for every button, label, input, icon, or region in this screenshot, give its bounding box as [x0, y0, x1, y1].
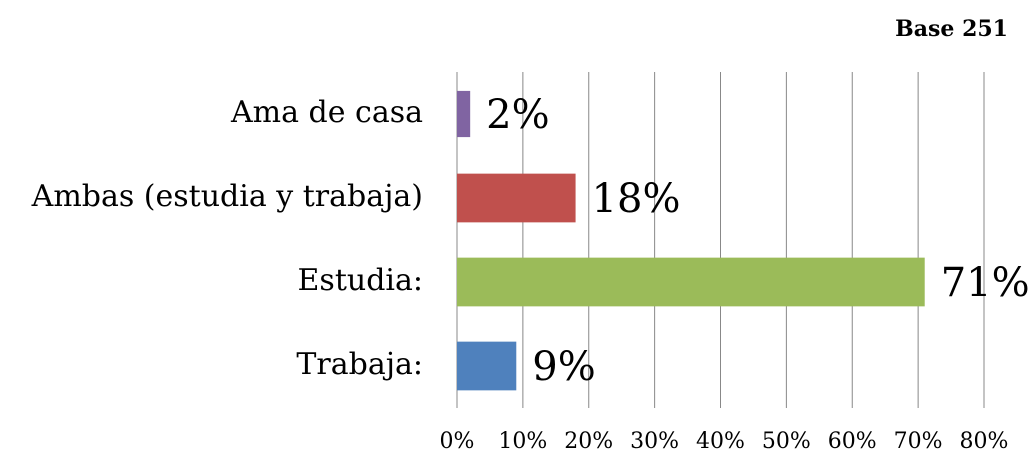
x-tick-label: 60% [828, 429, 877, 454]
y-tick-label: Ambas (estudia y trabaja) [31, 179, 423, 214]
bar [457, 90, 471, 138]
y-tick-label: Trabaja: [296, 347, 423, 382]
x-tick-label: 40% [696, 429, 745, 454]
x-tick-label: 10% [498, 429, 547, 454]
x-tick-label: 0% [440, 429, 475, 454]
y-tick-label: Estudia: [298, 263, 423, 298]
data-label: 71% [941, 260, 1029, 306]
bar [457, 341, 517, 391]
data-label: 18% [592, 176, 681, 222]
x-tick-label: 70% [894, 429, 943, 454]
data-label: 2% [486, 92, 549, 138]
x-tick-label: 80% [960, 429, 1009, 454]
bar [457, 173, 576, 223]
x-tick-label: 20% [564, 429, 613, 454]
data-label: 9% [532, 344, 595, 390]
x-tick-label: 30% [630, 429, 679, 454]
bar [457, 257, 925, 307]
chart-title: Base 251 [895, 16, 1008, 42]
y-tick-label: Ama de casa [230, 95, 423, 130]
x-tick-label: 50% [762, 429, 811, 454]
